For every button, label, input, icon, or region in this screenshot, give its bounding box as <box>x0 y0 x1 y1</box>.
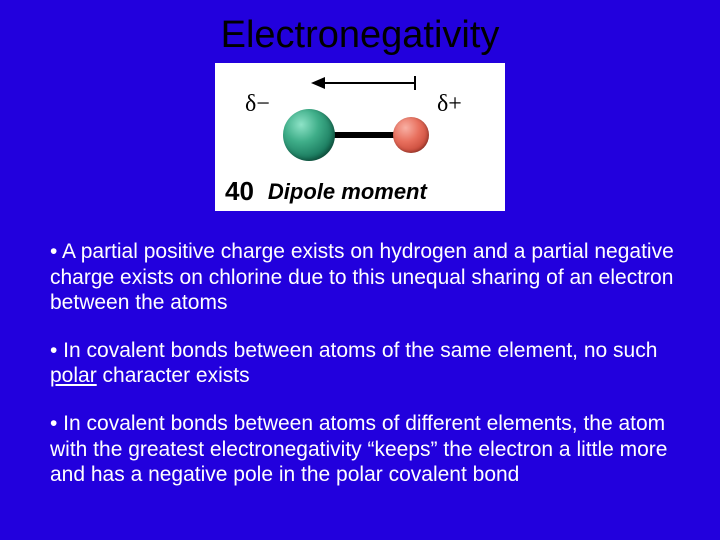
delta-minus-label: δ− <box>245 91 270 118</box>
chlorine-atom <box>283 109 335 161</box>
hydrogen-atom <box>393 117 429 153</box>
bullet-2-prefix: • In covalent bonds between atoms of the… <box>50 339 657 362</box>
bullet-3-text: • In covalent bonds between atoms of dif… <box>50 412 667 486</box>
figure-label: Dipole moment <box>268 179 427 205</box>
bullet-2-underline: polar <box>50 364 97 387</box>
figure-caption: 40 Dipole moment <box>225 176 427 207</box>
figure-number: 40 <box>225 176 254 207</box>
slide-title: Electronegativity <box>0 0 720 63</box>
bullet-2: • In covalent bonds between atoms of the… <box>0 338 720 389</box>
bond-line <box>331 132 397 138</box>
bullet-3: • In covalent bonds between atoms of dif… <box>0 411 720 488</box>
bullet-2-suffix: character exists <box>97 364 250 387</box>
dipole-figure: δ− δ+ 40 Dipole moment <box>215 63 505 211</box>
delta-plus-label: δ+ <box>437 91 462 118</box>
bullet-1-text: • A partial positive charge exists on hy… <box>50 240 674 314</box>
bullet-1: • A partial positive charge exists on hy… <box>0 239 720 316</box>
